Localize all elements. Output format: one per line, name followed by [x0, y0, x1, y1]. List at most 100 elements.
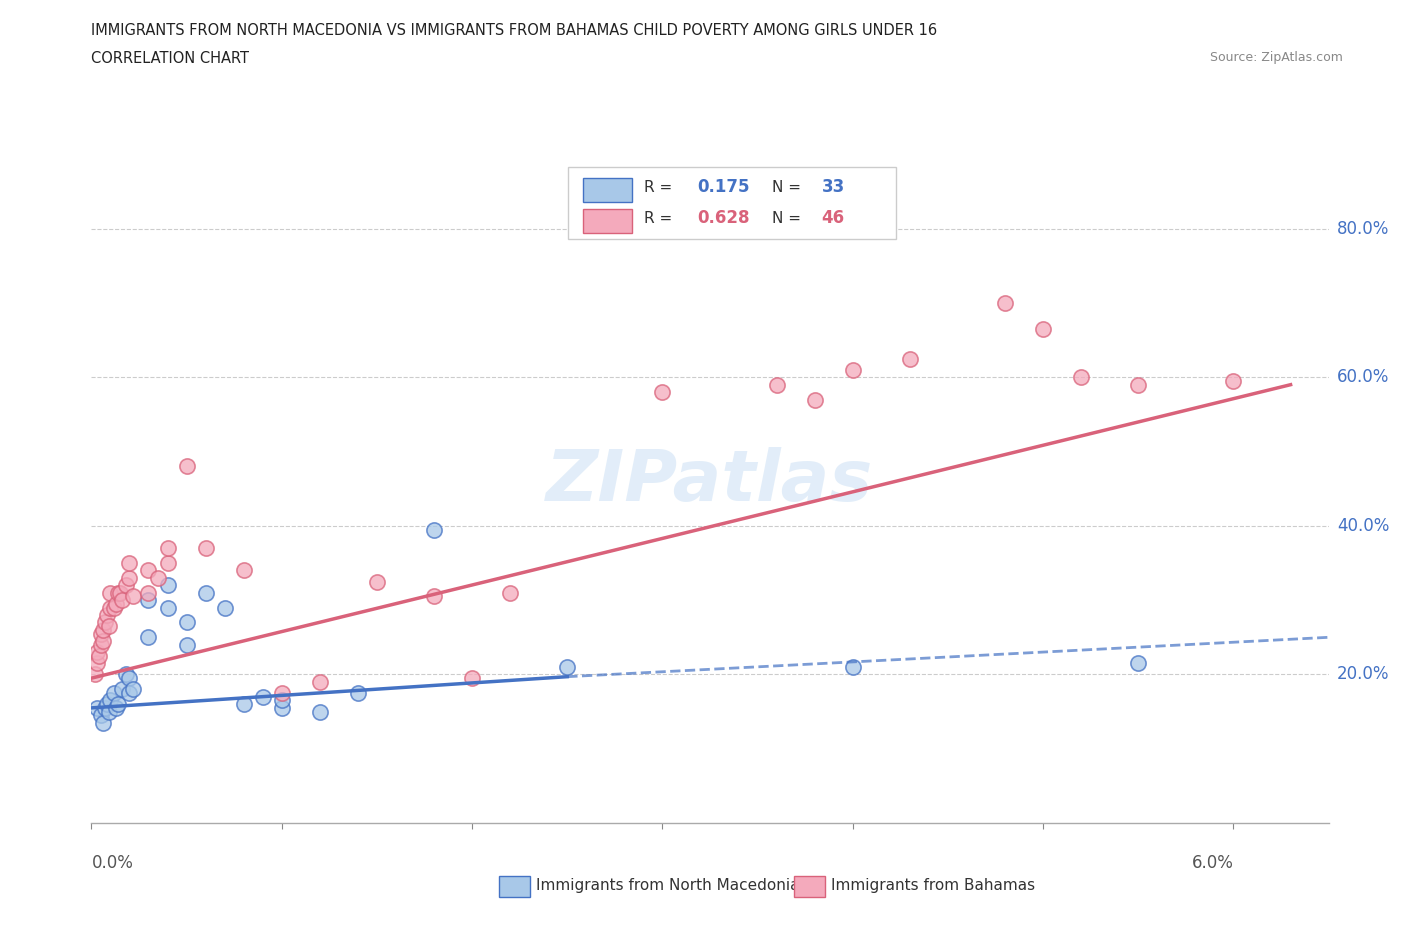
- Text: 60.0%: 60.0%: [1337, 368, 1389, 386]
- Point: [765, 378, 787, 392]
- Point: [97, 618, 120, 633]
- Bar: [582, 209, 633, 233]
- Point: [86, 644, 108, 659]
- Point: [118, 685, 141, 700]
- Text: 6.0%: 6.0%: [1192, 854, 1233, 871]
- Point: [138, 630, 160, 644]
- Point: [1070, 370, 1092, 385]
- Text: 46: 46: [821, 209, 845, 227]
- Point: [423, 522, 446, 537]
- Point: [86, 700, 108, 715]
- Text: 0.628: 0.628: [697, 209, 751, 227]
- Point: [651, 385, 673, 400]
- Point: [118, 671, 141, 685]
- Point: [96, 697, 118, 711]
- Point: [138, 585, 160, 600]
- Text: N =: N =: [772, 210, 801, 226]
- Point: [103, 600, 125, 615]
- Point: [118, 555, 141, 570]
- Point: [111, 592, 134, 607]
- Point: [146, 570, 169, 585]
- Bar: [582, 179, 633, 203]
- Point: [100, 585, 122, 600]
- Point: [105, 700, 128, 715]
- Point: [423, 589, 446, 604]
- Point: [114, 578, 136, 592]
- Point: [91, 633, 114, 648]
- Point: [555, 659, 578, 674]
- Text: 0.0%: 0.0%: [91, 854, 134, 871]
- Text: ZIPatlas: ZIPatlas: [547, 446, 873, 516]
- Point: [107, 585, 129, 600]
- Point: [898, 352, 921, 366]
- Point: [270, 693, 292, 708]
- Point: [803, 392, 825, 407]
- Point: [156, 578, 179, 592]
- Text: Immigrants from Bahamas: Immigrants from Bahamas: [831, 878, 1035, 893]
- Point: [176, 615, 198, 630]
- Text: 33: 33: [821, 179, 845, 196]
- Point: [176, 459, 198, 474]
- Point: [122, 682, 145, 697]
- Point: [122, 589, 145, 604]
- Point: [347, 685, 370, 700]
- Point: [103, 685, 125, 700]
- Point: [91, 622, 114, 637]
- Point: [252, 689, 274, 704]
- Point: [308, 704, 330, 719]
- Point: [214, 600, 236, 615]
- Point: [499, 585, 522, 600]
- Point: [156, 600, 179, 615]
- Point: [93, 615, 115, 630]
- Point: [105, 596, 128, 611]
- Point: [100, 600, 122, 615]
- Point: [84, 667, 107, 682]
- Point: [97, 704, 120, 719]
- Point: [138, 592, 160, 607]
- Point: [87, 648, 110, 663]
- Text: Source: ZipAtlas.com: Source: ZipAtlas.com: [1209, 51, 1343, 64]
- Point: [111, 682, 134, 697]
- Point: [194, 585, 217, 600]
- Point: [232, 563, 254, 578]
- Point: [842, 659, 865, 674]
- Point: [156, 540, 179, 555]
- Point: [842, 363, 865, 378]
- FancyBboxPatch shape: [568, 166, 896, 239]
- Point: [107, 697, 129, 711]
- Point: [90, 626, 112, 641]
- Point: [1222, 374, 1244, 389]
- Point: [93, 700, 115, 715]
- Point: [1128, 656, 1150, 671]
- Point: [270, 700, 292, 715]
- Text: 40.0%: 40.0%: [1337, 517, 1389, 535]
- Point: [138, 563, 160, 578]
- Point: [91, 715, 114, 730]
- Text: R =: R =: [644, 210, 672, 226]
- Text: R =: R =: [644, 179, 672, 195]
- Point: [176, 637, 198, 652]
- Point: [118, 570, 141, 585]
- Text: IMMIGRANTS FROM NORTH MACEDONIA VS IMMIGRANTS FROM BAHAMAS CHILD POVERTY AMONG G: IMMIGRANTS FROM NORTH MACEDONIA VS IMMIG…: [91, 23, 938, 38]
- Point: [1128, 378, 1150, 392]
- Text: Immigrants from North Macedonia: Immigrants from North Macedonia: [536, 878, 799, 893]
- Point: [194, 540, 217, 555]
- Text: 80.0%: 80.0%: [1337, 219, 1389, 238]
- Point: [90, 708, 112, 723]
- Text: 20.0%: 20.0%: [1337, 666, 1389, 684]
- Point: [1032, 322, 1054, 337]
- Point: [366, 574, 388, 589]
- Point: [270, 685, 292, 700]
- Text: 0.175: 0.175: [697, 179, 751, 196]
- Point: [108, 585, 131, 600]
- Text: N =: N =: [772, 179, 801, 195]
- Point: [86, 656, 108, 671]
- Point: [156, 555, 179, 570]
- Point: [96, 607, 118, 622]
- Text: CORRELATION CHART: CORRELATION CHART: [91, 51, 249, 66]
- Point: [308, 674, 330, 689]
- Point: [232, 697, 254, 711]
- Point: [461, 671, 484, 685]
- Point: [994, 296, 1017, 311]
- Point: [114, 667, 136, 682]
